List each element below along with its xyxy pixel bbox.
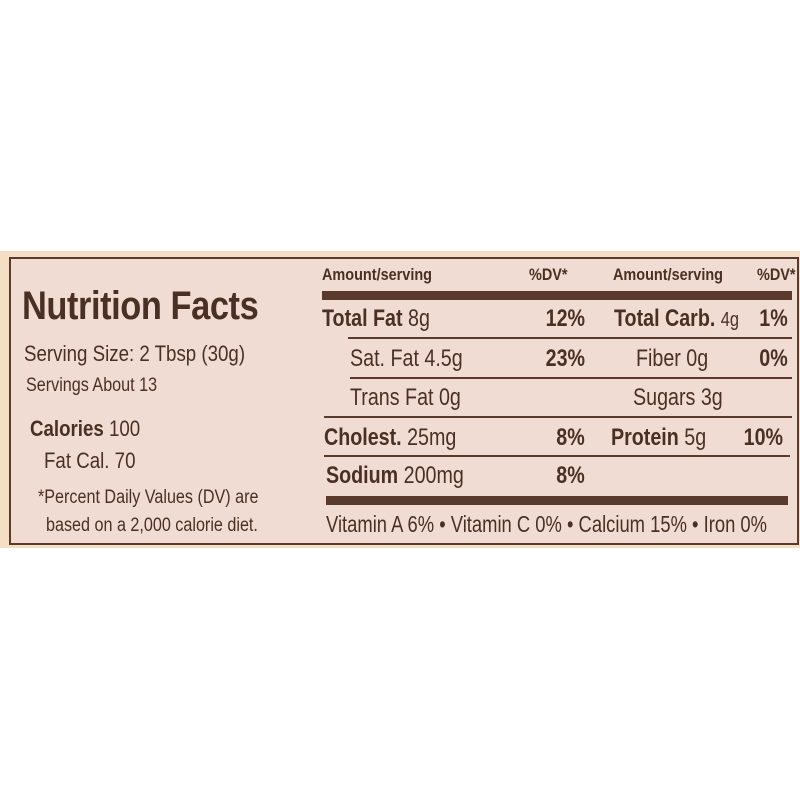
row-sat-fat: Sat. Fat 4.5g — [350, 345, 463, 372]
calories-value: 100 — [109, 416, 141, 441]
divider — [348, 337, 792, 339]
dv-cholesterol: 8% — [556, 424, 585, 451]
footnote-line-2: based on a 2,000 calorie diet. — [46, 515, 258, 536]
row-cholesterol: Cholest. 25mg — [324, 424, 457, 451]
row-sodium: Sodium 200mg — [326, 462, 464, 489]
dv-sodium: 8% — [556, 462, 585, 489]
thick-divider — [322, 291, 792, 300]
calories-label: Calories — [30, 416, 104, 441]
calories: Calories 100 — [30, 418, 140, 440]
dv-protein: 10% — [743, 424, 783, 451]
header-dv-2: %DV* — [757, 265, 796, 284]
label-title: Nutrition Facts — [22, 284, 259, 328]
row-protein: Protein 5g — [611, 424, 707, 451]
row-trans-fat: Trans Fat 0g — [350, 384, 461, 411]
divider — [350, 377, 792, 379]
servings-per-container: Servings About 13 — [26, 375, 158, 396]
divider — [324, 416, 792, 418]
footnote-line-1: *Percent Daily Values (DV) are — [38, 487, 259, 508]
dv-total-carb: 1% — [759, 305, 788, 332]
header-dv: %DV* — [529, 265, 568, 284]
dv-sat-fat: 23% — [545, 345, 585, 372]
row-sugars: Sugars 3g — [633, 384, 723, 411]
row-fiber: Fiber 0g — [636, 345, 709, 372]
row-total-carb: Total Carb. 4g — [614, 305, 740, 332]
dv-fiber: 0% — [759, 345, 788, 372]
row-total-fat: Total Fat 8g — [322, 305, 430, 332]
header-amount-2: Amount/serving — [613, 265, 723, 284]
vitamins-line: Vitamin A 6% • Vitamin C 0% • Calcium 15… — [326, 511, 768, 537]
fat-calories: Fat Cal. 70 — [44, 448, 136, 473]
nutrition-facts-label: Nutrition Facts Serving Size: 2 Tbsp (30… — [9, 257, 799, 545]
dv-total-fat: 12% — [545, 305, 585, 332]
serving-size: Serving Size: 2 Tbsp (30g) — [24, 341, 246, 366]
divider — [324, 455, 790, 457]
header-amount: Amount/serving — [322, 265, 432, 284]
thick-divider — [326, 496, 788, 505]
